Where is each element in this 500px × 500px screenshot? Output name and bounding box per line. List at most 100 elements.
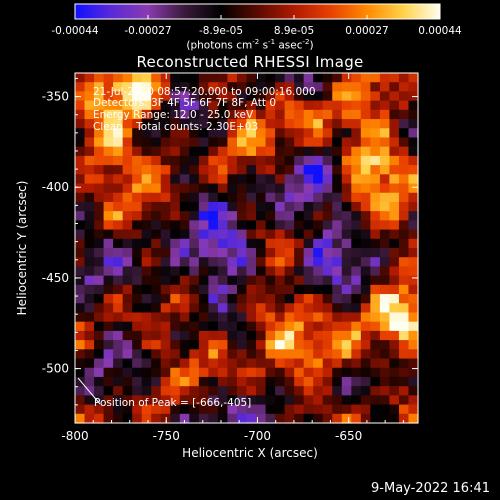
heatmap-cell [256, 386, 267, 396]
heatmap-cell [379, 303, 391, 314]
colorbar: -0.00044 -0.00027 -8.9e-05 8.9e-05 0.00027 0.… [51, 3, 462, 37]
heatmap-cell [217, 266, 229, 277]
heatmap-cell [141, 358, 152, 369]
y-tick-label: -400 [42, 180, 69, 194]
heatmap-cell [122, 266, 133, 277]
heatmap-cell [303, 238, 314, 249]
heatmap-cell [294, 155, 305, 166]
heatmap-cell [122, 238, 133, 249]
heatmap-cell [122, 413, 133, 424]
heatmap-cell [332, 174, 343, 185]
heatmap-cell [103, 248, 114, 258]
heatmap-cell [227, 220, 238, 231]
heatmap-cell [132, 330, 143, 341]
heatmap-cell [246, 349, 257, 360]
heatmap-cell [189, 91, 200, 102]
heatmap-cell [322, 284, 333, 295]
heatmap-cell [236, 201, 248, 212]
heatmap-cell [256, 284, 267, 295]
heatmap-cell [179, 238, 190, 249]
heatmap-cell [265, 321, 276, 332]
heatmap-cell [122, 404, 133, 415]
heatmap-cell [141, 248, 152, 258]
heatmap-cell [322, 275, 333, 286]
heatmap-cell [75, 386, 86, 396]
heatmap-cell [170, 201, 181, 212]
heatmap-cell [94, 386, 105, 396]
heatmap-cell [322, 183, 333, 194]
heatmap-cell [103, 165, 114, 175]
heatmap-cell [236, 349, 248, 360]
heatmap-cell [113, 119, 124, 129]
heatmap-cell [294, 109, 305, 120]
heatmap-cell [94, 82, 105, 93]
heatmap-cell [351, 146, 362, 157]
heatmap-cell [84, 404, 95, 415]
heatmap-cell [198, 238, 209, 249]
heatmap-cell [84, 284, 95, 295]
heatmap-cell [75, 303, 86, 314]
heatmap-cell [398, 155, 410, 166]
heatmap-cell [332, 349, 343, 360]
heatmap-cell [398, 183, 410, 194]
heatmap-cell [75, 211, 86, 221]
heatmap-cell [284, 367, 295, 378]
heatmap-cell [198, 413, 209, 424]
heatmap-cell [265, 137, 276, 148]
heatmap-cell [246, 229, 257, 240]
heatmap-cell [113, 211, 124, 221]
heatmap-cell [389, 174, 400, 185]
heatmap-cell [246, 367, 257, 378]
heatmap-cell [284, 109, 295, 120]
heatmap-cell [246, 238, 257, 249]
heatmap-cell [151, 349, 162, 360]
heatmap-cell [265, 275, 276, 286]
heatmap-cell [408, 109, 419, 120]
heatmap-cell [294, 201, 305, 212]
heatmap-cell [389, 294, 400, 304]
heatmap-cell [322, 376, 333, 387]
heatmap-cell [208, 238, 219, 249]
heatmap-cell [275, 82, 286, 93]
heatmap-cell [303, 266, 314, 277]
heatmap-cell [351, 312, 362, 323]
heatmap-cell [84, 155, 95, 166]
heatmap-cell [132, 73, 143, 83]
heatmap-cell [246, 376, 257, 387]
heatmap-cell [322, 257, 333, 268]
heatmap-cell [84, 192, 95, 203]
heatmap-cell [113, 128, 124, 139]
heatmap-cell [122, 137, 133, 148]
heatmap-cell [94, 109, 105, 120]
heatmap-cell [179, 192, 190, 203]
colorbar-units: (photons cm-2 s-1 asec-2) [186, 38, 314, 52]
heatmap-cell [360, 165, 371, 175]
heatmap-cell [389, 367, 400, 378]
heatmap-cell [217, 73, 229, 83]
heatmap-cell [170, 100, 181, 111]
heatmap-cell [113, 413, 124, 424]
heatmap-cell [141, 367, 152, 378]
heatmap-cell [122, 119, 133, 129]
heatmap-cell [370, 367, 381, 378]
heatmap-cell [303, 109, 314, 120]
heatmap-cell [75, 201, 86, 212]
heatmap-cell [246, 358, 257, 369]
heatmap-cell [179, 201, 190, 212]
heatmap-cell [84, 220, 95, 231]
heatmap-cell [208, 211, 219, 221]
heatmap-cell [75, 238, 86, 249]
heatmap-cell [236, 340, 248, 350]
heatmap-cell [141, 266, 152, 277]
heatmap-cell [313, 284, 324, 295]
heatmap-cell [141, 119, 152, 129]
heatmap-cell [170, 321, 181, 332]
colorbar-tick-label: -0.00044 [51, 25, 99, 37]
heatmap-cell [103, 220, 114, 231]
heatmap-cell [351, 211, 362, 221]
heatmap-cell [275, 386, 286, 396]
heatmap-cell [351, 349, 362, 360]
heatmap-cell [94, 229, 105, 240]
heatmap-cell [284, 312, 295, 323]
heatmap-cell [265, 82, 276, 93]
